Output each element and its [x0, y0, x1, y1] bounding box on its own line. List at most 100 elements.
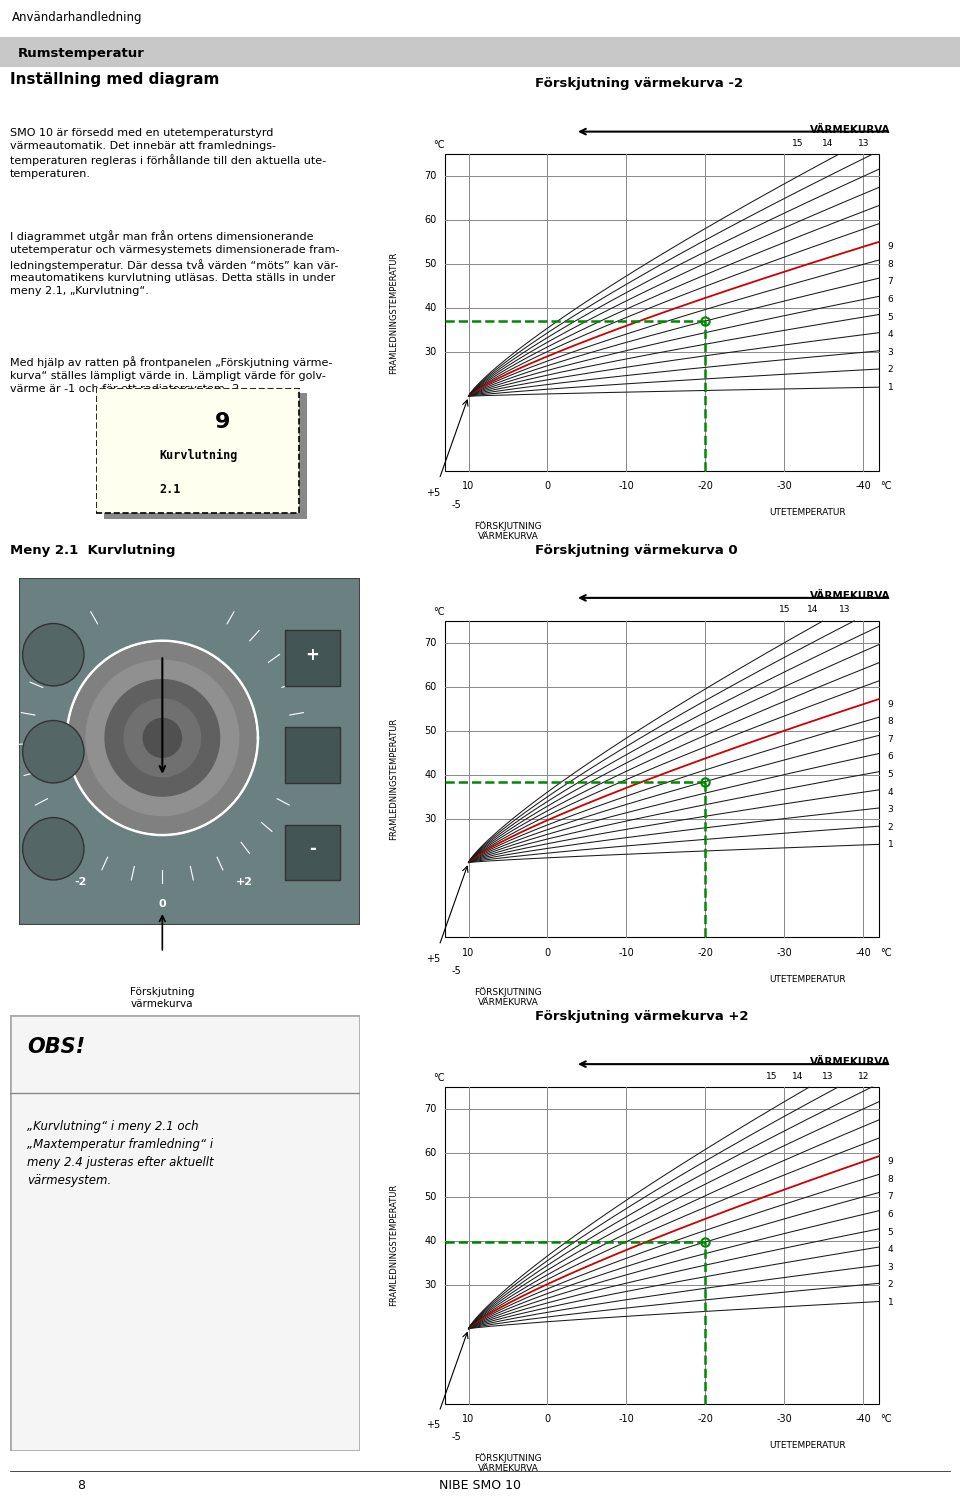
- Text: -20: -20: [697, 1414, 713, 1424]
- Text: 3: 3: [888, 1263, 894, 1272]
- Text: 50: 50: [424, 259, 437, 269]
- Text: 0: 0: [158, 899, 166, 910]
- Text: SMO 10 är försedd med en utetemperaturstyrd
värmeautomatik. Det innebär att fram: SMO 10 är försedd med en utetemperaturst…: [10, 129, 325, 180]
- Text: UTETEMPERATUR: UTETEMPERATUR: [769, 509, 846, 518]
- Text: 0: 0: [544, 1414, 550, 1424]
- Circle shape: [23, 624, 84, 685]
- Text: 9: 9: [888, 242, 894, 251]
- Bar: [444, 1088, 879, 1403]
- Text: NIBE SMO 10: NIBE SMO 10: [439, 1480, 521, 1492]
- Polygon shape: [143, 718, 181, 757]
- Text: FRAMLEDNINGSTEMPERATUR: FRAMLEDNINGSTEMPERATUR: [389, 718, 398, 841]
- Text: -10: -10: [618, 482, 635, 491]
- Text: 12: 12: [857, 1071, 869, 1080]
- Text: 60: 60: [424, 215, 437, 226]
- Text: 7: 7: [888, 1192, 894, 1201]
- Text: 9: 9: [888, 1156, 894, 1167]
- Text: 30: 30: [424, 347, 437, 358]
- Text: UTETEMPERATUR: UTETEMPERATUR: [769, 974, 846, 983]
- Text: 14: 14: [822, 139, 833, 148]
- Bar: [444, 621, 879, 938]
- Text: 3: 3: [888, 805, 894, 814]
- Text: 7: 7: [888, 277, 894, 286]
- Text: 1: 1: [888, 383, 894, 392]
- Text: 8: 8: [888, 260, 894, 269]
- Text: -20: -20: [697, 947, 713, 957]
- Text: +2: +2: [235, 877, 252, 887]
- Text: 8: 8: [77, 1480, 84, 1492]
- Text: +5: +5: [426, 1420, 441, 1430]
- Text: 15: 15: [792, 139, 804, 148]
- Text: 1: 1: [888, 1299, 894, 1308]
- Text: 15: 15: [779, 606, 790, 615]
- Text: 9: 9: [888, 700, 894, 709]
- Text: +5: +5: [426, 954, 441, 963]
- Polygon shape: [86, 660, 239, 815]
- Text: UTETEMPERATUR: UTETEMPERATUR: [769, 1441, 846, 1450]
- Text: 40: 40: [424, 304, 437, 313]
- Text: 14: 14: [806, 606, 818, 615]
- Text: 10: 10: [463, 1414, 474, 1424]
- Text: Användarhandledning: Användarhandledning: [12, 12, 142, 24]
- Text: 14: 14: [792, 1071, 804, 1080]
- Text: -30: -30: [777, 1414, 792, 1424]
- Text: 2: 2: [888, 823, 893, 832]
- Bar: [285, 824, 340, 880]
- Text: Meny 2.1  Kurvlutning: Meny 2.1 Kurvlutning: [10, 543, 175, 557]
- Text: 2: 2: [888, 365, 893, 374]
- Text: °C: °C: [433, 1073, 444, 1083]
- Text: FÖRSKJUTNING
VÄRMEKURVA: FÖRSKJUTNING VÄRMEKURVA: [474, 987, 541, 1007]
- Text: -40: -40: [855, 482, 871, 491]
- Text: -10: -10: [618, 1414, 635, 1424]
- Bar: [285, 630, 340, 685]
- Text: -5: -5: [451, 1433, 461, 1442]
- Text: Inställning med diagram: Inställning med diagram: [10, 72, 219, 87]
- Text: OBS!: OBS!: [27, 1037, 85, 1056]
- Text: 6: 6: [888, 295, 894, 304]
- Text: FÖRSKJUTNING
VÄRMEKURVA: FÖRSKJUTNING VÄRMEKURVA: [474, 1453, 541, 1474]
- Text: 9: 9: [215, 411, 230, 431]
- Text: Förskjutning värmekurva -2: Förskjutning värmekurva -2: [535, 78, 743, 90]
- Text: 30: 30: [424, 1279, 437, 1290]
- Text: 13: 13: [822, 1071, 833, 1080]
- Text: 13: 13: [857, 139, 869, 148]
- Text: 60: 60: [424, 682, 437, 691]
- Text: 70: 70: [424, 172, 437, 181]
- Text: 0: 0: [544, 947, 550, 957]
- Text: FRAMLEDNINGSTEMPERATUR: FRAMLEDNINGSTEMPERATUR: [389, 251, 398, 374]
- Text: FRAMLEDNINGSTEMPERATUR: FRAMLEDNINGSTEMPERATUR: [389, 1183, 398, 1306]
- Text: 70: 70: [424, 637, 437, 648]
- Text: 4: 4: [888, 1245, 893, 1254]
- Text: -20: -20: [697, 482, 713, 491]
- Text: 1: 1: [888, 841, 894, 850]
- Text: 10: 10: [463, 947, 474, 957]
- Text: „Kurvlutning“ i meny 2.1 och
„Maxtemperatur framledning“ i
meny 2.4 justeras eft: „Kurvlutning“ i meny 2.1 och „Maxtempera…: [27, 1119, 214, 1186]
- Text: 13: 13: [839, 606, 851, 615]
- Polygon shape: [124, 699, 201, 776]
- Text: 8: 8: [888, 717, 894, 726]
- Text: °C: °C: [433, 606, 444, 616]
- Text: 4: 4: [888, 788, 893, 797]
- Polygon shape: [69, 643, 256, 833]
- Text: VÄRMEKURVA: VÄRMEKURVA: [810, 124, 891, 135]
- Text: 60: 60: [424, 1147, 437, 1158]
- Text: VÄRMEKURVA: VÄRMEKURVA: [810, 591, 891, 601]
- Text: 6: 6: [888, 752, 894, 761]
- Text: 40: 40: [424, 769, 437, 779]
- Text: 15: 15: [766, 1071, 778, 1080]
- Text: 70: 70: [424, 1104, 437, 1115]
- Text: 5: 5: [888, 313, 894, 322]
- Text: -40: -40: [855, 1414, 871, 1424]
- Text: 50: 50: [424, 726, 437, 736]
- Text: FÖRSKJUTNING
VÄRMEKURVA: FÖRSKJUTNING VÄRMEKURVA: [474, 521, 541, 542]
- Bar: [444, 154, 879, 471]
- Text: °C: °C: [880, 947, 892, 957]
- Polygon shape: [105, 679, 220, 796]
- Text: 50: 50: [424, 1192, 437, 1201]
- Text: Med hjälp av ratten på frontpanelen „Förskjutning värme-
kurva“ ställes lämpligt: Med hjälp av ratten på frontpanelen „För…: [10, 356, 332, 393]
- Text: °C: °C: [880, 482, 892, 491]
- Text: 40: 40: [424, 1236, 437, 1246]
- Text: -2: -2: [74, 877, 86, 887]
- Text: Förskjutning värmekurva 0: Förskjutning värmekurva 0: [535, 543, 737, 557]
- Text: 8: 8: [888, 1174, 894, 1183]
